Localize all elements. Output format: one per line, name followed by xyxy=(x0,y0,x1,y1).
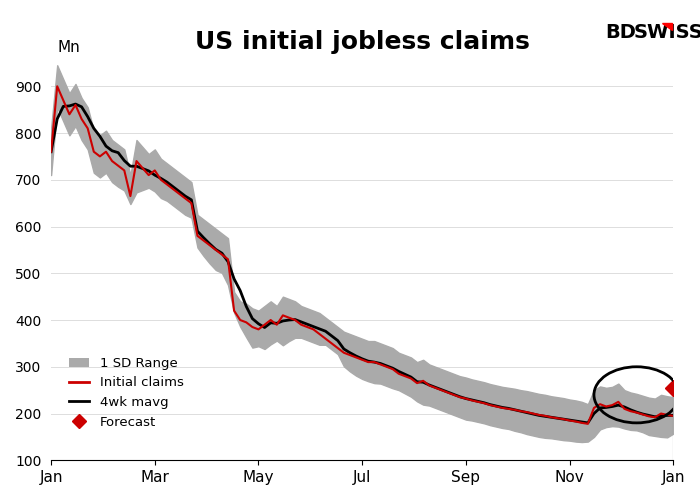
Initial claims xyxy=(608,402,617,408)
4wk mavg xyxy=(638,411,647,417)
Text: BD: BD xyxy=(606,22,636,42)
Title: US initial jobless claims: US initial jobless claims xyxy=(195,30,530,54)
4wk mavg xyxy=(626,407,635,413)
4wk mavg xyxy=(608,404,617,409)
4wk mavg xyxy=(47,148,55,154)
Initial claims xyxy=(47,148,55,154)
Line: Initial claims: Initial claims xyxy=(51,86,673,424)
Initial claims xyxy=(224,256,232,262)
Initial claims xyxy=(413,380,421,386)
Initial claims xyxy=(669,413,678,419)
4wk mavg xyxy=(71,101,80,107)
4wk mavg xyxy=(669,412,678,418)
4wk mavg xyxy=(620,404,629,410)
Line: 4wk mavg: 4wk mavg xyxy=(51,104,673,423)
Initial claims xyxy=(638,412,647,418)
4wk mavg xyxy=(413,378,421,384)
Initial claims xyxy=(626,408,635,414)
4wk mavg xyxy=(224,258,232,264)
Initial claims xyxy=(620,406,629,412)
Initial claims xyxy=(584,421,592,427)
Initial claims xyxy=(53,84,62,89)
Text: Mn: Mn xyxy=(57,40,80,55)
Legend: 1 SD Range, Initial claims, 4wk mavg, Forecast: 1 SD Range, Initial claims, 4wk mavg, Fo… xyxy=(64,352,189,434)
4wk mavg xyxy=(584,420,592,426)
Text: SWISS: SWISS xyxy=(634,22,700,42)
